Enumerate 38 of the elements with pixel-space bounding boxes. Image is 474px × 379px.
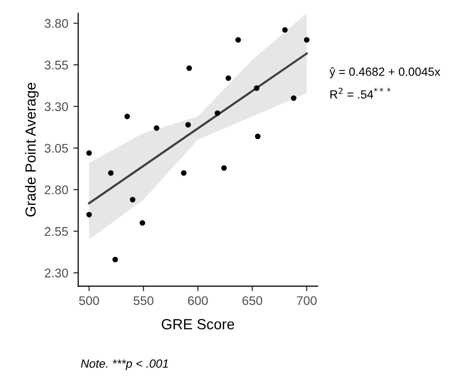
point <box>154 125 160 131</box>
point <box>185 122 191 128</box>
point <box>108 170 114 176</box>
y-tick-label: 2.30 <box>44 268 68 278</box>
point <box>254 134 261 140</box>
point <box>130 196 136 202</box>
y-tick-label: 3.55 <box>44 60 68 70</box>
y-tick-label: 3.05 <box>44 144 68 153</box>
point <box>140 220 146 226</box>
point <box>186 65 192 71</box>
point <box>180 170 187 176</box>
point <box>282 27 288 33</box>
y-tick-label: 2.80 <box>44 185 68 194</box>
line-series <box>88 52 308 204</box>
point <box>221 165 227 171</box>
text: ŷ = 0.4682 + 0.0045x <box>329 67 440 78</box>
y-axis-title: Grade Point Average <box>25 82 39 217</box>
y-tick-label: 2.55 <box>44 227 68 236</box>
x-tick-label: 550 <box>134 296 154 306</box>
point <box>226 75 232 81</box>
y-tick-label: 3.80 <box>44 19 68 28</box>
point <box>112 256 118 262</box>
point <box>254 85 260 91</box>
point <box>124 114 130 120</box>
text: R$^{2}$ = .54$^{***}$ <box>330 88 391 99</box>
point <box>86 150 92 156</box>
x-axis-title: GRE Score <box>162 319 234 330</box>
point <box>304 37 310 43</box>
x-tick-label: 600 <box>188 296 208 306</box>
x-tick-label: 700 <box>296 296 317 306</box>
text: Note. ***p < .001 <box>80 359 168 370</box>
point <box>214 110 220 116</box>
x-tick-label: 650 <box>242 296 262 306</box>
point <box>86 212 92 218</box>
x-tick-label: 500 <box>79 296 100 306</box>
y-tick-label: 3.30 <box>44 102 68 112</box>
point <box>235 37 241 43</box>
point <box>290 95 296 101</box>
